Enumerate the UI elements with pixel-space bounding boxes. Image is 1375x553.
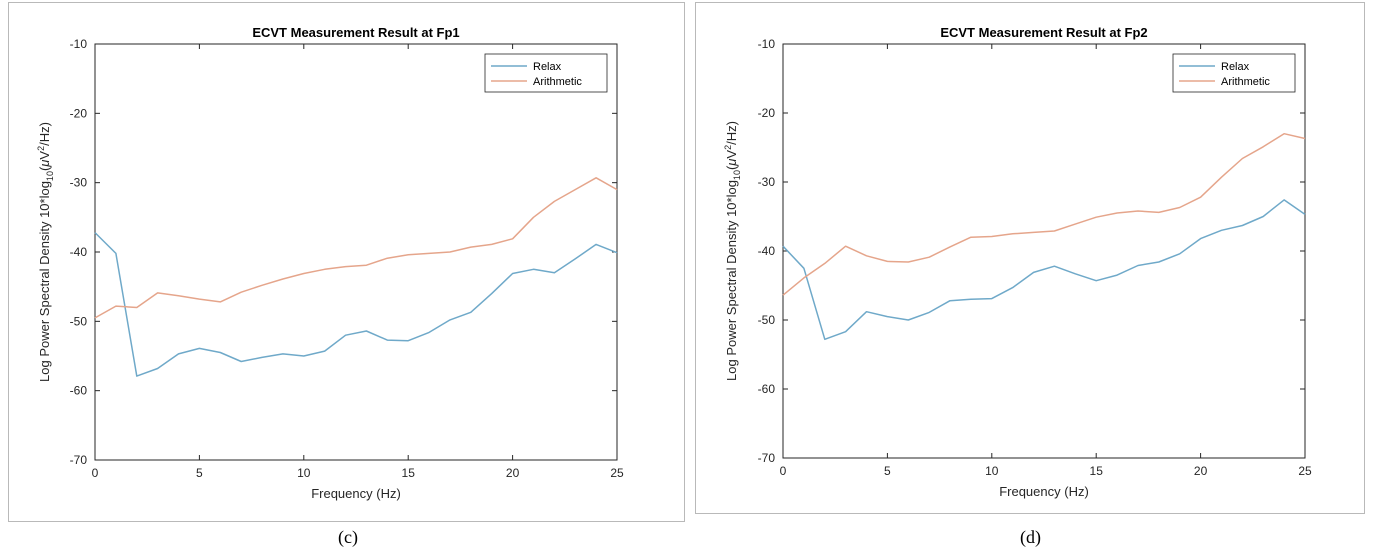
chart-title: ECVT Measurement Result at Fp2 bbox=[940, 25, 1147, 40]
x-tick-label: 10 bbox=[985, 464, 999, 478]
legend-label: Relax bbox=[1221, 61, 1250, 73]
x-tick-label: 20 bbox=[506, 466, 520, 480]
y-tick-label: -30 bbox=[758, 175, 776, 189]
y-tick-label: -30 bbox=[70, 176, 88, 190]
x-tick-label: 10 bbox=[297, 466, 311, 480]
series-line-arithmetic bbox=[94, 177, 618, 319]
chart-title: ECVT Measurement Result at Fp1 bbox=[252, 25, 459, 40]
y-tick-label: -70 bbox=[758, 451, 776, 465]
x-axis-label: Frequency (Hz) bbox=[311, 486, 401, 501]
chart-panel-fp1: ECVT Measurement Result at Fp1 0 5 10 15 20 25… bbox=[8, 2, 685, 522]
y-tick-label: -20 bbox=[758, 106, 776, 120]
legend-box bbox=[1172, 53, 1296, 93]
plot-area-border bbox=[782, 43, 1306, 459]
y-axis-label: Log Power Spectral Density 10*log10(μV2/… bbox=[723, 121, 742, 381]
y-tick-label: -60 bbox=[758, 382, 776, 396]
x-tick-label: 20 bbox=[1194, 464, 1208, 478]
legend-label: Arithmetic bbox=[1221, 76, 1270, 88]
legend-box bbox=[484, 53, 608, 93]
series-line-relax bbox=[782, 199, 1306, 341]
x-tick-label: 5 bbox=[884, 464, 891, 478]
x-tick-label: 25 bbox=[610, 466, 624, 480]
y-tick-label: -40 bbox=[70, 245, 88, 259]
y-tick-label: -10 bbox=[758, 37, 776, 51]
plot-area-border bbox=[94, 43, 618, 461]
y-axis-label: Log Power Spectral Density 10*log10(μV2/… bbox=[36, 122, 55, 382]
x-tick-label: 15 bbox=[402, 466, 416, 480]
x-tick-label: 5 bbox=[196, 466, 203, 480]
y-tick-label: -50 bbox=[70, 314, 88, 328]
series-line-relax bbox=[94, 232, 618, 377]
y-tick-label: -40 bbox=[758, 244, 776, 258]
chart-panel-fp2: ECVT Measurement Result at Fp2 0 5 10 15 20 25… bbox=[695, 2, 1365, 514]
y-tick-label: -70 bbox=[70, 453, 88, 467]
y-tick-label: -10 bbox=[70, 37, 88, 51]
x-tick-label: 15 bbox=[1090, 464, 1104, 478]
series-line-arithmetic bbox=[782, 132, 1306, 296]
y-tick-label: -60 bbox=[70, 384, 88, 398]
x-tick-label: 0 bbox=[780, 464, 787, 478]
legend-label: Arithmetic bbox=[533, 76, 582, 88]
y-tick-label: -50 bbox=[758, 313, 776, 327]
x-axis-label: Frequency (Hz) bbox=[999, 484, 1089, 499]
legend-label: Relax bbox=[533, 61, 562, 73]
caption-c: (c) bbox=[338, 527, 358, 547]
x-tick-label: 25 bbox=[1298, 464, 1312, 478]
caption-d: (d) bbox=[1020, 527, 1041, 547]
chart-fp2: ECVT Measurement Result at Fp2 0 5 10 15 20 25… bbox=[723, 25, 1312, 499]
y-tick-label: -20 bbox=[70, 106, 88, 120]
chart-fp1: ECVT Measurement Result at Fp1 0 5 10 15 20 25… bbox=[36, 25, 624, 501]
x-tick-label: 0 bbox=[92, 466, 99, 480]
